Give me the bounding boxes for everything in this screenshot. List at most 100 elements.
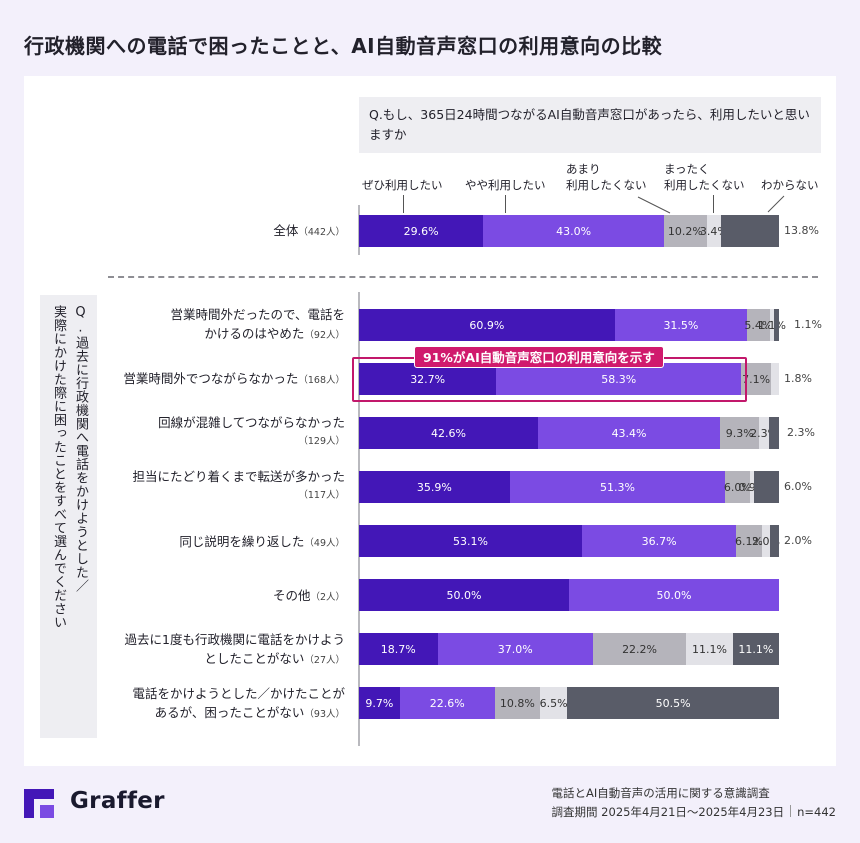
side-question-line1: Q.過去に行政機関へ電話をかけようとした／ bbox=[73, 305, 88, 593]
bar-no-trouble: 9.7% 22.6% 10.8% 6.5% 50.5% bbox=[359, 687, 779, 719]
bar-segment-somewhat: 37.0% bbox=[437, 633, 593, 665]
bar-segment-not-much: 10.8% bbox=[494, 687, 540, 719]
row-label-no-trouble: 電話をかけようとした／かけたことが あるが、困ったことがない（93人） bbox=[132, 684, 345, 724]
row-label-text: 電話をかけようとした／かけたことが bbox=[132, 686, 345, 701]
row-label-other: その他（2人） bbox=[273, 586, 345, 607]
outside-value: 1.1% bbox=[794, 318, 822, 331]
bar-segment-somewhat: 22.6% bbox=[399, 687, 495, 719]
bar-segment-not-at-all: 2.3% bbox=[750, 417, 778, 449]
bar-segment-definitely: 53.1% bbox=[359, 525, 583, 557]
row-label-text: としたことがない bbox=[204, 651, 305, 666]
bar-segment-definitely: 50.0% bbox=[359, 579, 569, 611]
outside-value: 2.3% bbox=[787, 426, 815, 439]
row-label-line-congested: 回線が混雑してつながらなかった （129人） bbox=[158, 413, 345, 451]
bar-segment-not-much: 6.1% bbox=[735, 525, 763, 557]
bar-segment-somewhat: 43.4% bbox=[537, 417, 721, 449]
bar-segment-somewhat: 43.0% bbox=[483, 215, 664, 247]
row-label-text: 同じ説明を繰り返した bbox=[179, 534, 305, 549]
bar-segment-not-at-all: 11.1% bbox=[686, 633, 733, 665]
legend-label-somewhat: やや利用したい bbox=[465, 178, 546, 192]
row-label-text: 全体 bbox=[273, 223, 299, 238]
leader-line bbox=[505, 195, 506, 213]
bar-segment-dont-know: 50.5% bbox=[567, 687, 779, 719]
row-count: （117人） bbox=[298, 490, 345, 501]
bar-segment-definitely: 42.6% bbox=[359, 417, 538, 449]
bar-segment-not-at-all bbox=[771, 363, 779, 395]
row-label-text: 営業時間外でつながらなかった bbox=[123, 371, 299, 386]
legend-label-not-at-all: まったく 利用したくない bbox=[664, 161, 745, 193]
row-label-many-transfers: 担当にたどり着くまで転送が多かった （117人） bbox=[132, 467, 345, 505]
leader-line bbox=[403, 195, 404, 213]
row-count: （2人） bbox=[310, 592, 345, 603]
bar-never-called: 18.7% 37.0% 22.2% 11.1% 11.1% bbox=[359, 633, 779, 665]
legend-label-dont-know: わからない bbox=[761, 178, 819, 192]
row-count: （168人） bbox=[298, 375, 345, 386]
row-count: （129人） bbox=[298, 436, 345, 447]
page-title: 行政機関への電話で困ったことと、AI自動音声窓口の利用意向の比較 bbox=[24, 34, 663, 58]
row-count: （442人） bbox=[298, 227, 345, 238]
divider bbox=[790, 805, 792, 817]
row-label-overall: 全体（442人） bbox=[273, 221, 345, 242]
row-label-text: 過去に1度も行政機関に電話をかけよう bbox=[124, 632, 345, 647]
bar-segment-definitely: 9.7% bbox=[359, 687, 400, 719]
side-question-line2: 実際にかけた際に困ったことをすべて選んでください bbox=[51, 305, 66, 629]
outside-value: 2.0% bbox=[784, 534, 812, 547]
bar-segment-definitely: 18.7% bbox=[359, 633, 438, 665]
bar-segment-not-much: 9.3% bbox=[720, 417, 760, 449]
row-label-repeated-explanation: 同じ説明を繰り返した（49人） bbox=[179, 532, 345, 553]
row-count: （92人） bbox=[304, 330, 345, 341]
outside-value: 6.0% bbox=[784, 480, 812, 493]
bar-segment-somewhat: 31.5% bbox=[614, 309, 748, 341]
bar-many-transfers: 35.9% 51.3% 6.0% 0.9% bbox=[359, 471, 779, 503]
bar-segment-somewhat: 51.3% bbox=[509, 471, 726, 503]
bar-segment-dont-know: 11.1% bbox=[732, 633, 779, 665]
leader-line bbox=[713, 195, 714, 213]
row-label-text: かけるのはやめた bbox=[204, 326, 305, 341]
bar-other: 50.0% 50.0% bbox=[359, 579, 779, 611]
bar-segment-dont-know bbox=[754, 471, 779, 503]
bar-segment-definitely: 32.7% bbox=[359, 363, 497, 395]
bar-segment-not-at-all: 1.1% bbox=[758, 309, 786, 341]
outside-value: 13.8% bbox=[784, 224, 819, 237]
bar-segment-somewhat: 50.0% bbox=[569, 579, 779, 611]
brand-name: Graffer bbox=[70, 788, 165, 814]
highlight-annotation: 91%がAI自動音声窓口の利用意向を示す bbox=[414, 346, 664, 368]
legend-label-not-much-line1: あまり bbox=[566, 162, 601, 176]
side-question: Q.過去に行政機関へ電話をかけようとした／ 実際にかけた際に困ったことをすべて選… bbox=[40, 295, 97, 738]
bar-segment-not-at-all: 6.5% bbox=[540, 687, 568, 719]
survey-name: 電話とAI自動音声の活用に関する意識調査 bbox=[551, 786, 770, 800]
bar-segment-not-much: 5.4% bbox=[744, 309, 772, 341]
bar-segment-definitely: 35.9% bbox=[359, 471, 510, 503]
row-label-text: あるが、困ったことがない bbox=[154, 705, 305, 720]
bar-segment-definitely: 60.9% bbox=[359, 309, 615, 341]
legend-label-not-much-line2: 利用したくない bbox=[566, 178, 647, 192]
row-count: （49人） bbox=[304, 538, 345, 549]
row-label-text: 回線が混雑してつながらなかった bbox=[158, 415, 345, 430]
legend-label-not-at-all-line2: 利用したくない bbox=[664, 178, 745, 192]
row-label-after-hours-gave-up: 営業時間外だったので、電話を かけるのはやめた（92人） bbox=[170, 305, 345, 345]
legend-label-definitely: ぜひ利用したい bbox=[362, 178, 443, 192]
bar-after-hours-gave-up: 60.9% 31.5% 5.4% 1.1% bbox=[359, 309, 786, 341]
row-count: （93人） bbox=[304, 709, 345, 720]
outside-value: 1.8% bbox=[784, 372, 812, 385]
bar-segment-dont-know bbox=[768, 417, 779, 449]
row-count: （27人） bbox=[304, 655, 345, 666]
row-label-never-called: 過去に1度も行政機関に電話をかけよう としたことがない（27人） bbox=[125, 630, 345, 670]
row-label-text: その他 bbox=[272, 588, 311, 603]
bar-segment-somewhat: 58.3% bbox=[496, 363, 742, 395]
bar-segment-not-at-all: 2.0% bbox=[752, 525, 780, 557]
bar-segment-definitely: 29.6% bbox=[359, 215, 484, 247]
row-label-text: 営業時間外だったので、電話を bbox=[170, 307, 345, 322]
bar-segment-not-much: 22.2% bbox=[592, 633, 687, 665]
row-label-text: 担当にたどり着くまで転送が多かった bbox=[132, 469, 345, 484]
question-top: Q.もし、365日24時間つながるAI自動音声窓口があったら、利用したいと思いま… bbox=[359, 97, 821, 153]
bar-repeated-explanation: 53.1% 36.7% 6.1% 2.0% bbox=[359, 525, 780, 557]
bar-segment-dont-know bbox=[721, 215, 779, 247]
survey-period-line: 調査期間 2025年4月21日～2025年4月23日 n=442 bbox=[552, 803, 836, 822]
bar-line-congested: 42.6% 43.4% 9.3% 2.3% bbox=[359, 417, 779, 449]
bar-segment-not-at-all: 3.4% bbox=[700, 215, 728, 247]
row-label-after-hours-no-connect: 営業時間外でつながらなかった（168人） bbox=[123, 369, 345, 390]
footer-note: 電話とAI自動音声の活用に関する意識調査 調査期間 2025年4月21日～202… bbox=[552, 784, 836, 822]
bar-segment-not-much: 6.0% bbox=[724, 471, 752, 503]
